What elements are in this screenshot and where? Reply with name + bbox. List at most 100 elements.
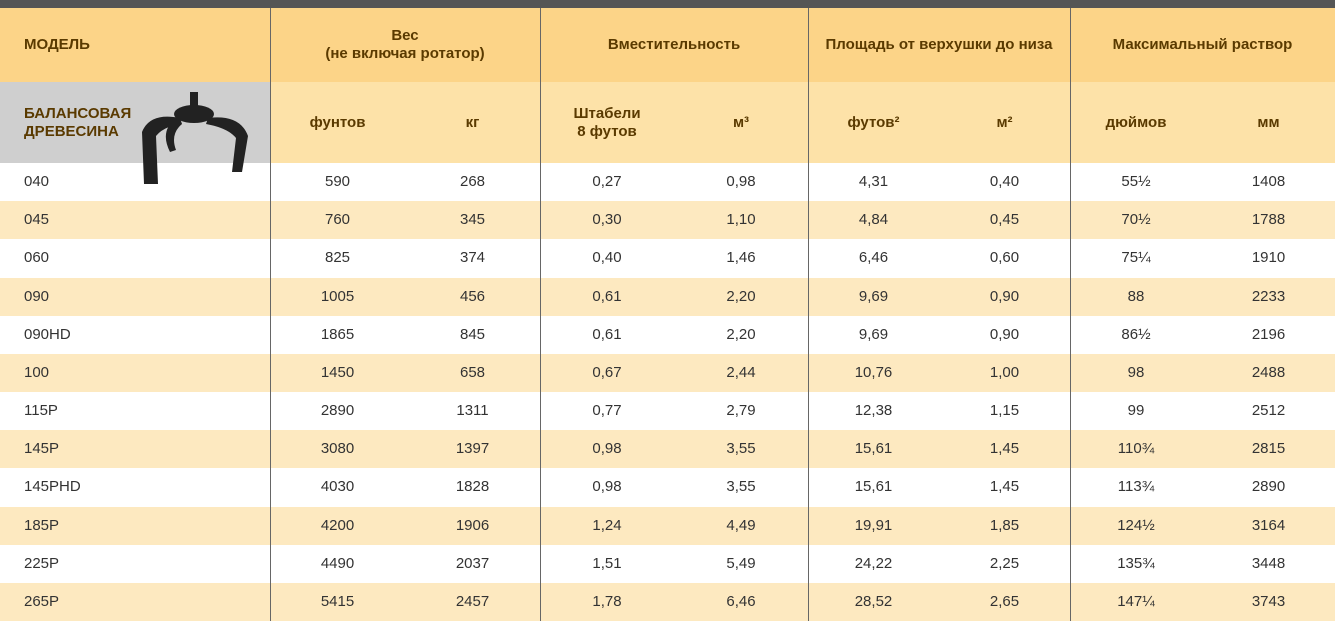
- table-cell: 268: [405, 163, 540, 202]
- table-cell: 4,84: [808, 201, 939, 240]
- table-cell: 1906: [405, 506, 540, 545]
- table-cell: 135¾: [1070, 544, 1202, 583]
- table-cell: 98: [1070, 353, 1202, 392]
- table-cell: 0,67: [540, 353, 674, 392]
- table-cell: 1,00: [939, 353, 1070, 392]
- table-cell: 0,98: [540, 468, 674, 507]
- table-cell: 0,40: [939, 163, 1070, 202]
- subheader-cell: футов²: [808, 82, 939, 163]
- table-cell: 0,61: [540, 277, 674, 316]
- table-cell: 0,98: [540, 430, 674, 469]
- table-cell: 75¼: [1070, 239, 1202, 278]
- table-cell: 2890: [270, 392, 405, 431]
- table-cell: 28,52: [808, 582, 939, 621]
- column-divider: [270, 8, 271, 621]
- table-cell: 9,69: [808, 315, 939, 354]
- table-cell: 24,22: [808, 544, 939, 583]
- table-cell: 090: [0, 277, 270, 316]
- subheader-cell: кг: [405, 82, 540, 163]
- column-divider: [540, 8, 541, 621]
- table-cell: 3164: [1202, 506, 1335, 545]
- top-bar: [0, 0, 1335, 8]
- table-cell: 0,60: [939, 239, 1070, 278]
- table-cell: 99: [1070, 392, 1202, 431]
- table-cell: 145PHD: [0, 468, 270, 507]
- table-cell: 147¼: [1070, 582, 1202, 621]
- table-cell: 2,44: [674, 353, 808, 392]
- header-cell: Вместительность: [540, 8, 808, 82]
- column-divider: [1070, 8, 1071, 621]
- table-cell: 2,25: [939, 544, 1070, 583]
- table-cell: 045: [0, 201, 270, 240]
- table-cell: 825: [270, 239, 405, 278]
- table-cell: 86½: [1070, 315, 1202, 354]
- table-cell: 0,30: [540, 201, 674, 240]
- table-cell: 88: [1070, 277, 1202, 316]
- table-cell: 15,61: [808, 430, 939, 469]
- table-cell: 4,49: [674, 506, 808, 545]
- table-cell: 1408: [1202, 163, 1335, 202]
- table-cell: 6,46: [808, 239, 939, 278]
- table-cell: 4030: [270, 468, 405, 507]
- table-cell: 1,46: [674, 239, 808, 278]
- table-cell: 3,55: [674, 468, 808, 507]
- header-cell: Максимальный раствор: [1070, 8, 1335, 82]
- table-cell: 185P: [0, 506, 270, 545]
- table-cell: 55½: [1070, 163, 1202, 202]
- table-cell: 19,91: [808, 506, 939, 545]
- table-cell: 1788: [1202, 201, 1335, 240]
- table-cell: 115P: [0, 392, 270, 431]
- table-cell: 2457: [405, 582, 540, 621]
- table-cell: 1397: [405, 430, 540, 469]
- table-cell: 225P: [0, 544, 270, 583]
- table-cell: 100: [0, 353, 270, 392]
- table-cell: 4,31: [808, 163, 939, 202]
- table-cell: 0,45: [939, 201, 1070, 240]
- table-cell: 590: [270, 163, 405, 202]
- table-cell: 0,90: [939, 315, 1070, 354]
- table-cell: 3743: [1202, 582, 1335, 621]
- header-cell: Вес (не включая ротатор): [270, 8, 540, 82]
- table-cell: 2,20: [674, 315, 808, 354]
- table-cell: 1,45: [939, 468, 1070, 507]
- subheader-cell: Штабели 8 футов: [540, 82, 674, 163]
- table-cell: 124½: [1070, 506, 1202, 545]
- table-cell: 1005: [270, 277, 405, 316]
- table-cell: 1,10: [674, 201, 808, 240]
- table-cell: 145P: [0, 430, 270, 469]
- table-cell: 15,61: [808, 468, 939, 507]
- table-cell: 374: [405, 239, 540, 278]
- grapple-icon: [142, 92, 248, 184]
- table-cell: 1450: [270, 353, 405, 392]
- table-cell: 2815: [1202, 430, 1335, 469]
- column-divider: [808, 8, 809, 621]
- table-cell: 2233: [1202, 277, 1335, 316]
- subheader-cell: м³: [674, 82, 808, 163]
- table-cell: 1,24: [540, 506, 674, 545]
- table-cell: 9,69: [808, 277, 939, 316]
- table-cell: 10,76: [808, 353, 939, 392]
- table-cell: 2,79: [674, 392, 808, 431]
- table-cell: 2512: [1202, 392, 1335, 431]
- table-cell: 5415: [270, 582, 405, 621]
- table-cell: 090HD: [0, 315, 270, 354]
- table-cell: 1910: [1202, 239, 1335, 278]
- table-cell: 265P: [0, 582, 270, 621]
- subheader-cell: мм: [1202, 82, 1335, 163]
- table-cell: 456: [405, 277, 540, 316]
- table-cell: 0,77: [540, 392, 674, 431]
- table-cell: 2,65: [939, 582, 1070, 621]
- table-cell: 5,49: [674, 544, 808, 583]
- table-cell: 1,45: [939, 430, 1070, 469]
- table-cell: 1,85: [939, 506, 1070, 545]
- header-cell: Площадь от верхушки до низа: [808, 8, 1070, 82]
- table-cell: 12,38: [808, 392, 939, 431]
- table-cell: 4200: [270, 506, 405, 545]
- table-cell: 0,61: [540, 315, 674, 354]
- table-cell: 2890: [1202, 468, 1335, 507]
- table-cell: 70½: [1070, 201, 1202, 240]
- table-cell: 658: [405, 353, 540, 392]
- table-cell: 3448: [1202, 544, 1335, 583]
- table-cell: 1,15: [939, 392, 1070, 431]
